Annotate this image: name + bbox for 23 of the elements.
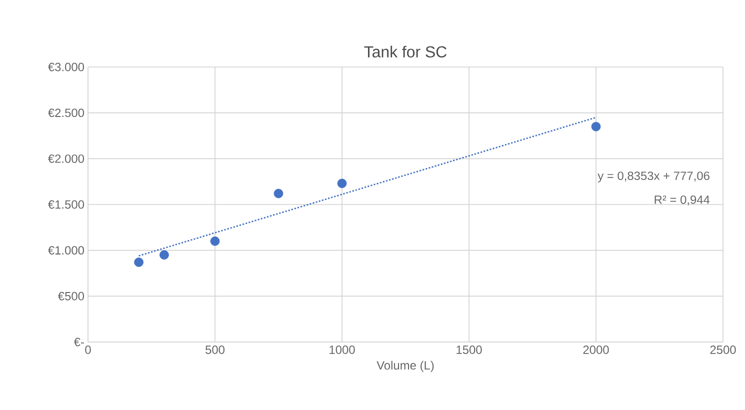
x-tick-label: 2500 [710, 346, 736, 354]
point [160, 250, 169, 260]
point [337, 178, 347, 188]
annotation: y = 0,8353x + 777,06 [598, 172, 710, 182]
y-tick-label: €1.000 [48, 246, 84, 255]
x-tick-label: 1500 [456, 346, 482, 354]
x-axis-title: Volume (L) [376, 360, 434, 372]
x-tick-label: 1000 [330, 346, 355, 354]
y-tick-label: €3.000 [48, 62, 84, 72]
x-tick-label: 500 [206, 346, 225, 354]
chart-title: Tank for SC [364, 46, 447, 58]
x-tick-label: 0 [85, 346, 91, 354]
point [134, 258, 144, 267]
point [210, 236, 220, 246]
annotation: R² = 0,944 [654, 195, 710, 206]
point [274, 188, 284, 198]
x-tick-label: 2000 [583, 346, 609, 354]
point [591, 122, 601, 132]
y-tick-label: €500 [58, 292, 84, 300]
y-tick-label: €2.000 [48, 154, 84, 163]
y-tick-label: €2.500 [48, 108, 84, 118]
y-tick-label: €- [74, 338, 84, 346]
y-tick-label: €1.500 [48, 200, 84, 209]
